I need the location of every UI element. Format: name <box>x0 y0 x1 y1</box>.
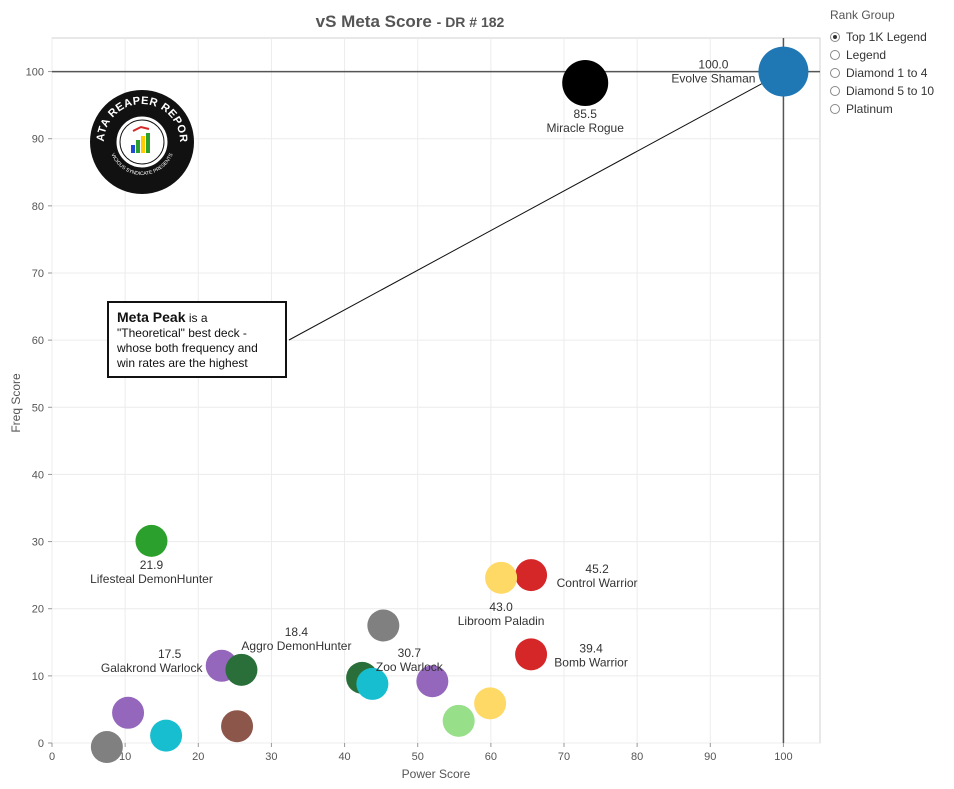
data-point[interactable] <box>442 704 475 737</box>
legend-item-label: Diamond 1 to 4 <box>846 66 928 80</box>
y-tick-label: 10 <box>32 671 44 683</box>
meta-peak-annotation: Meta Peak is a "Theoretical" best deck -… <box>107 301 287 378</box>
data-reaper-logo: DATA REAPER REPORT VICIOUS SYNDICATE PRE… <box>89 89 194 194</box>
y-tick-label: 50 <box>32 402 44 414</box>
legend-item-label: Legend <box>846 48 887 62</box>
data-label-name: Miracle Rogue <box>547 121 625 135</box>
legend-item[interactable]: Platinum <box>830 100 934 118</box>
annotation-text-3: whose both frequency and <box>117 341 258 355</box>
legend-item-label: Top 1K Legend <box>846 30 927 44</box>
radio-button[interactable] <box>830 68 840 78</box>
legend-item[interactable]: Diamond 1 to 4 <box>830 64 934 82</box>
chart-title-main: vS Meta Score <box>315 12 432 31</box>
data-label-name: Galakrond Warlock <box>101 661 204 675</box>
data-points <box>90 46 809 764</box>
annotation-text-1: is a <box>185 311 208 325</box>
data-point[interactable] <box>150 719 183 752</box>
x-axis-label: Power Score <box>402 767 471 781</box>
y-tick-label: 20 <box>32 604 44 616</box>
data-point[interactable] <box>221 710 254 743</box>
data-label-score: 21.9 <box>140 558 164 572</box>
legend-item[interactable]: Diamond 5 to 10 <box>830 82 934 100</box>
data-point[interactable] <box>515 638 548 671</box>
data-label-score: 17.5 <box>158 647 182 661</box>
data-label-name: Aggro DemonHunter <box>241 639 351 653</box>
data-label-score: 39.4 <box>579 641 603 655</box>
radio-button[interactable] <box>830 86 840 96</box>
data-label-name: Zoo Warlock <box>376 660 444 674</box>
data-label-score: 30.7 <box>398 646 422 660</box>
data-label-name: Bomb Warrior <box>554 655 628 669</box>
legend-item-label: Platinum <box>846 102 893 116</box>
legend-item-label: Diamond 5 to 10 <box>846 84 935 98</box>
y-tick-label: 70 <box>32 268 44 280</box>
y-tick-label: 30 <box>32 537 44 549</box>
data-point[interactable] <box>135 524 168 557</box>
arrow-line <box>288 73 781 341</box>
y-axis-label: Freq Score <box>9 373 23 433</box>
x-tick-label: 10 <box>119 751 131 763</box>
chart-title: vS Meta Score - DR # 182 <box>315 12 505 31</box>
y-tick-label: 80 <box>32 201 44 213</box>
data-point[interactable] <box>485 561 518 594</box>
x-tick-label: 20 <box>192 751 204 763</box>
data-label-name: Control Warrior <box>557 576 638 590</box>
data-label-score: 43.0 <box>489 600 513 614</box>
x-tick-label: 90 <box>704 751 716 763</box>
data-point[interactable] <box>474 687 507 720</box>
y-tick-label: 90 <box>32 134 44 146</box>
legend-item[interactable]: Legend <box>830 46 934 64</box>
data-point[interactable] <box>90 731 123 764</box>
data-point[interactable] <box>416 665 449 698</box>
reference-lines <box>52 38 820 743</box>
x-tick-label: 40 <box>338 751 350 763</box>
data-label-name: Libroom Paladin <box>458 614 545 628</box>
x-tick-label: 0 <box>49 751 55 763</box>
x-tick-label: 50 <box>412 751 424 763</box>
x-tick-label: 100 <box>774 751 792 763</box>
data-label-score: 45.2 <box>585 562 609 576</box>
y-tick-label: 60 <box>32 335 44 347</box>
data-label-score: 85.5 <box>574 107 598 121</box>
data-point[interactable] <box>515 559 548 592</box>
data-label-name: Evolve Shaman <box>671 72 755 86</box>
x-tick-label: 60 <box>485 751 497 763</box>
data-point[interactable] <box>356 667 389 700</box>
y-tick-label: 0 <box>38 738 44 750</box>
data-point[interactable] <box>225 653 258 686</box>
x-tick-label: 30 <box>265 751 277 763</box>
data-label-name: Lifesteal DemonHunter <box>90 572 213 586</box>
data-label-score: 18.4 <box>285 625 309 639</box>
radio-button[interactable] <box>830 32 840 42</box>
legend-item[interactable]: Top 1K Legend <box>830 28 934 46</box>
data-label-score: 100.0 <box>698 58 728 72</box>
annotation-arrow <box>288 73 781 341</box>
rank-group-legend: Rank Group Top 1K Legend Legend Diamond 1 … <box>830 8 934 118</box>
x-tick-label: 80 <box>631 751 643 763</box>
y-tick-label: 40 <box>32 469 44 481</box>
annotation-bold: Meta Peak <box>117 309 186 325</box>
data-point[interactable] <box>562 59 609 106</box>
annotation-text-4: win rates are the highest <box>117 356 248 370</box>
data-point[interactable] <box>367 609 400 642</box>
legend-title: Rank Group <box>830 8 895 22</box>
annotation-text-2: "Theoretical" best deck - <box>117 326 247 340</box>
chart-title-sub: DR # 182 <box>445 14 505 30</box>
radio-button[interactable] <box>830 104 840 114</box>
radio-button[interactable] <box>830 50 840 60</box>
x-tick-label: 70 <box>558 751 570 763</box>
axes: 0 10 20 30 40 50 60 70 80 90 100 0 10 20 30 40 50 60 70 80 9… <box>26 67 793 763</box>
data-point[interactable] <box>112 696 145 729</box>
data-point[interactable] <box>758 46 809 97</box>
y-tick-label: 100 <box>26 67 44 79</box>
